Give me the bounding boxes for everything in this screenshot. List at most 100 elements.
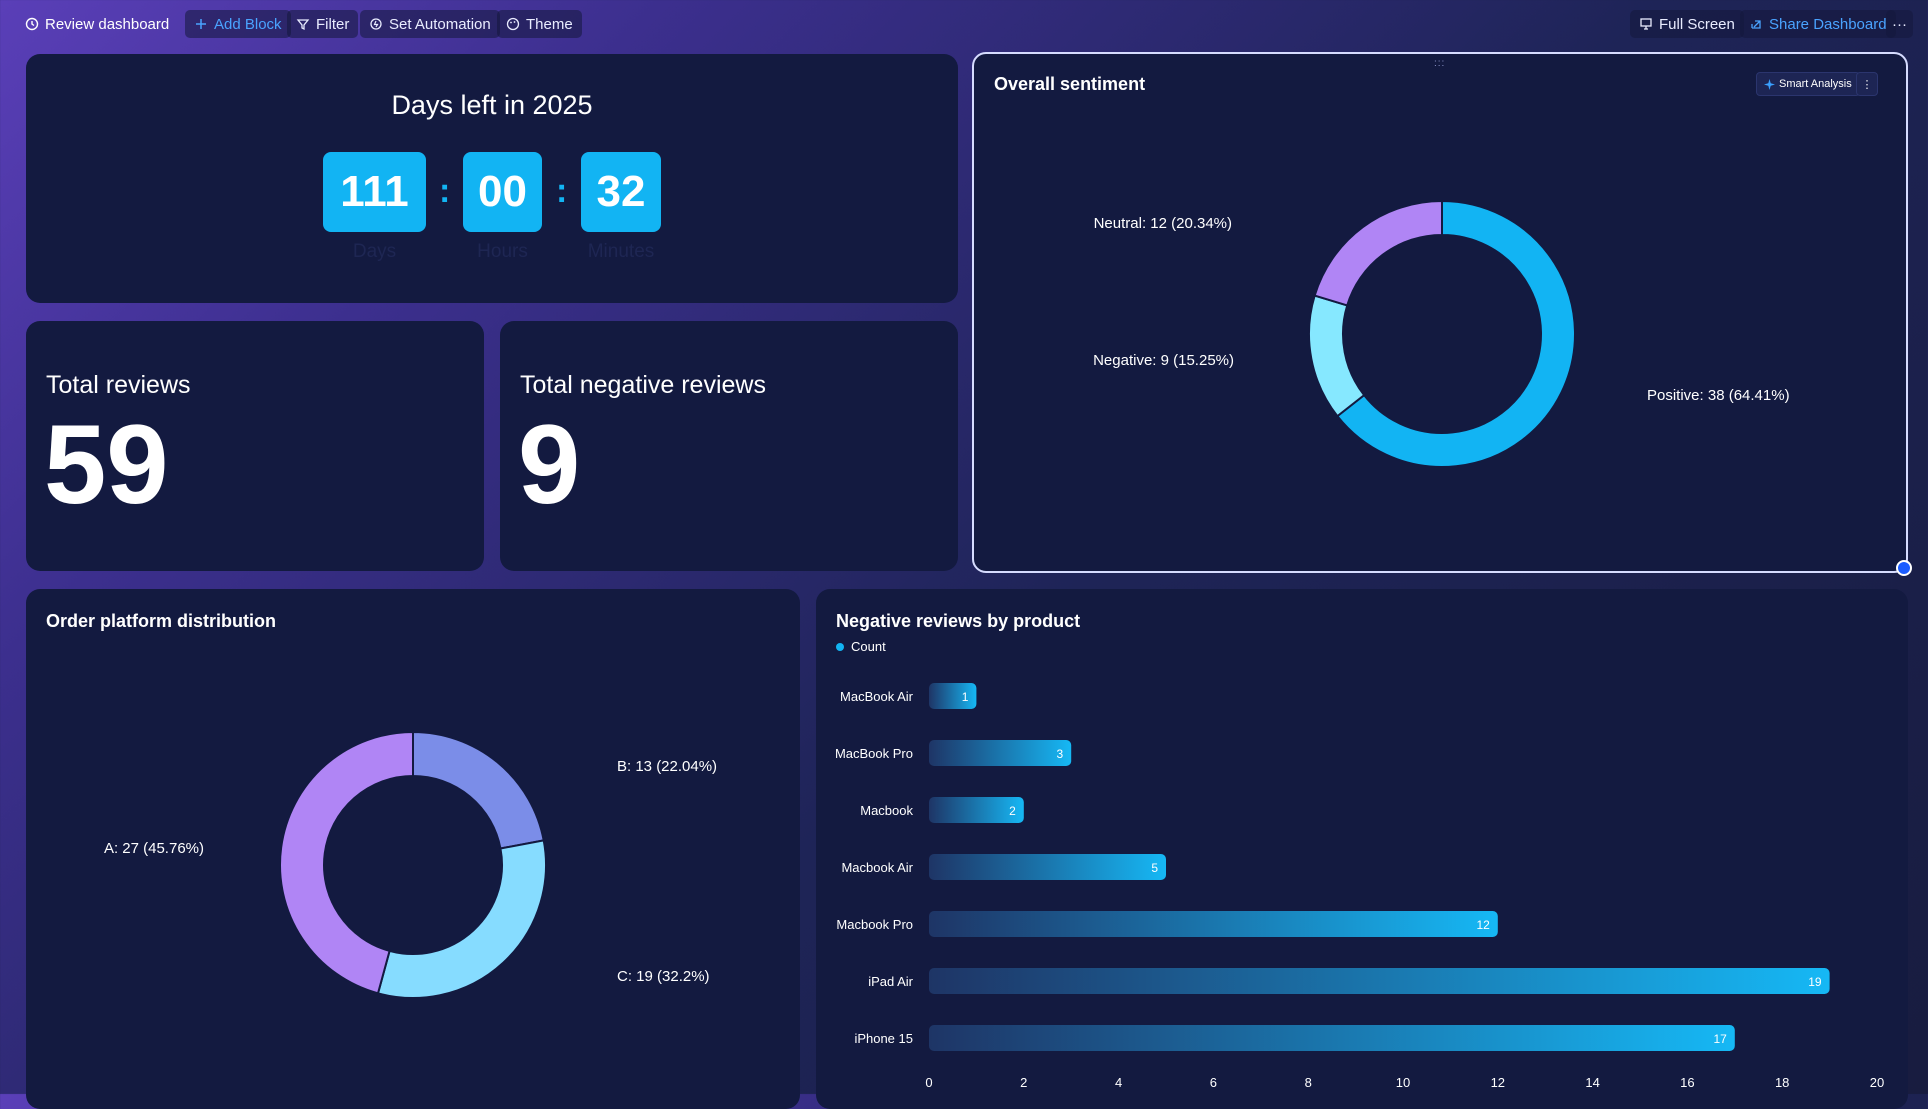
- x-tick-label: 8: [1305, 1075, 1312, 1090]
- vertical-dots-icon: ⋮: [1861, 78, 1873, 91]
- add-block-label: Add Block: [214, 15, 282, 33]
- bar-value-label: 1: [962, 690, 969, 704]
- more-icon: ···: [1892, 15, 1907, 33]
- sentiment-slice-positive[interactable]: [1335, 199, 1576, 468]
- automation-icon: [370, 18, 382, 30]
- x-tick-label: 16: [1680, 1075, 1694, 1090]
- x-tick-label: 2: [1020, 1075, 1027, 1090]
- bar[interactable]: [929, 968, 1830, 994]
- x-tick-label: 14: [1585, 1075, 1599, 1090]
- theme-button[interactable]: Theme: [497, 10, 582, 38]
- dashboard-title-button[interactable]: Review dashboard: [16, 10, 178, 38]
- bar[interactable]: [929, 797, 1024, 823]
- add-block-button[interactable]: Add Block: [185, 10, 291, 38]
- smart-analysis-label: Smart Analysis: [1779, 78, 1852, 90]
- bar[interactable]: [929, 683, 977, 709]
- bar-category-label: iPhone 15: [854, 1031, 913, 1046]
- sentiment-menu-button[interactable]: ⋮: [1856, 72, 1878, 96]
- x-tick-label: 10: [1396, 1075, 1410, 1090]
- total-negative-reviews-card[interactable]: Total negative reviews 9: [500, 321, 958, 571]
- dashboard-title: Review dashboard: [45, 15, 170, 33]
- bar-category-label: Macbook: [860, 803, 913, 818]
- toolbar: Review dashboard Add Block Filter Set Au…: [0, 0, 1928, 48]
- platform-slice-c[interactable]: [376, 839, 547, 999]
- share-dashboard-button[interactable]: Share Dashboard: [1740, 10, 1896, 38]
- days-label: Days: [352, 241, 397, 262]
- sparkle-icon: [1764, 78, 1775, 90]
- set-automation-label: Set Automation: [389, 15, 491, 33]
- total-reviews-label: Total reviews: [46, 371, 191, 399]
- platform-donut-chart: B: 13 (22.04%) C: 19 (32.2%) A: 27 (45.76%…: [104, 730, 717, 999]
- platform-slice-a[interactable]: [279, 730, 414, 995]
- negative-by-product-bar-chart: MacBook Air 1 MacBook Pro 3 Macbook 2 Macbook …: [835, 683, 1884, 1090]
- colon-separator: :: [556, 172, 568, 210]
- sentiment-title: Overall sentiment: [994, 74, 1146, 94]
- set-automation-button[interactable]: Set Automation: [360, 10, 500, 38]
- sentiment-slice-negative[interactable]: [1308, 294, 1366, 418]
- more-options-button[interactable]: ···: [1886, 10, 1913, 38]
- dashboard-icon: [25, 17, 39, 31]
- bar[interactable]: [929, 1025, 1735, 1051]
- total-negative-reviews-label: Total negative reviews: [520, 371, 766, 399]
- x-tick-label: 12: [1491, 1075, 1505, 1090]
- negative-by-product-card[interactable]: Negative reviews by product Count MacBoo…: [816, 589, 1908, 1109]
- negative-by-product-title: Negative reviews by product: [836, 611, 1081, 631]
- bar-category-label: Macbook Air: [841, 860, 913, 875]
- legend-label: Count: [851, 639, 886, 654]
- hours-label: Hours: [477, 241, 528, 262]
- platform-label-a: A: 27 (45.76%): [104, 840, 204, 857]
- countdown-card[interactable]: Days left in 2025 111 : 00 : 32 Days Hou…: [26, 54, 958, 303]
- bar[interactable]: [929, 911, 1498, 937]
- bar-category-label: Macbook Pro: [836, 917, 913, 932]
- resize-handle[interactable]: [1896, 560, 1912, 576]
- x-tick-label: 4: [1115, 1075, 1122, 1090]
- platform-title: Order platform distribution: [46, 611, 277, 631]
- smart-analysis-button[interactable]: Smart Analysis: [1756, 72, 1860, 96]
- overall-sentiment-card[interactable]: Overall sentiment Smart Analysis ⋮ Posit…: [972, 52, 1908, 573]
- bar[interactable]: [929, 740, 1072, 766]
- countdown-title: Days left in 2025: [391, 90, 593, 120]
- bar-value-label: 19: [1808, 975, 1822, 989]
- bar-category-label: MacBook Pro: [835, 746, 913, 761]
- filter-label: Filter: [316, 15, 350, 33]
- filter-icon: [296, 19, 310, 31]
- sentiment-donut-chart: Positive: 38 (64.41%) Negative: 9 (15.25%…: [1093, 199, 1790, 468]
- platform-label-b: B: 13 (22.04%): [617, 758, 717, 775]
- drag-handle-icon[interactable]: :::: [1434, 58, 1446, 69]
- platform-label-c: C: 19 (32.2%): [617, 968, 710, 985]
- total-reviews-value: 59: [44, 402, 169, 527]
- filter-button[interactable]: Filter: [287, 10, 359, 38]
- total-reviews-card[interactable]: Total reviews 59: [26, 321, 484, 571]
- bar[interactable]: [929, 854, 1166, 880]
- bar-value-label: 12: [1476, 918, 1490, 932]
- sentiment-slice-neutral[interactable]: [1313, 199, 1443, 307]
- hours-value: 00: [463, 152, 542, 232]
- palette-icon: [506, 17, 520, 31]
- full-screen-label: Full Screen: [1659, 15, 1735, 33]
- minutes-label: Minutes: [587, 241, 655, 262]
- x-tick-label: 0: [925, 1075, 932, 1090]
- sentiment-label-neutral: Neutral: 12 (20.34%): [1094, 215, 1232, 232]
- days-value: 111: [323, 152, 426, 232]
- colon-separator: :: [439, 172, 451, 210]
- platform-slice-b[interactable]: [412, 730, 545, 850]
- total-negative-reviews-value: 9: [518, 402, 581, 527]
- minutes-value: 32: [581, 152, 661, 232]
- bar-category-label: MacBook Air: [840, 689, 914, 704]
- theme-label: Theme: [526, 15, 573, 33]
- bar-value-label: 3: [1057, 747, 1064, 761]
- bar-value-label: 5: [1151, 861, 1158, 875]
- bar-value-label: 2: [1009, 804, 1016, 818]
- plus-icon: [196, 19, 206, 29]
- x-tick-label: 6: [1210, 1075, 1217, 1090]
- x-tick-label: 20: [1870, 1075, 1884, 1090]
- sentiment-label-negative: Negative: 9 (15.25%): [1093, 352, 1234, 369]
- bar-value-label: 17: [1713, 1032, 1727, 1046]
- order-platform-card[interactable]: Order platform distribution B: 13 (22.04…: [26, 589, 800, 1109]
- presentation-icon: [1640, 18, 1652, 30]
- x-tick-label: 18: [1775, 1075, 1789, 1090]
- share-icon: [1751, 20, 1761, 29]
- chart-legend[interactable]: Count: [836, 639, 886, 654]
- share-dashboard-label: Share Dashboard: [1769, 15, 1887, 33]
- full-screen-button[interactable]: Full Screen: [1630, 10, 1744, 38]
